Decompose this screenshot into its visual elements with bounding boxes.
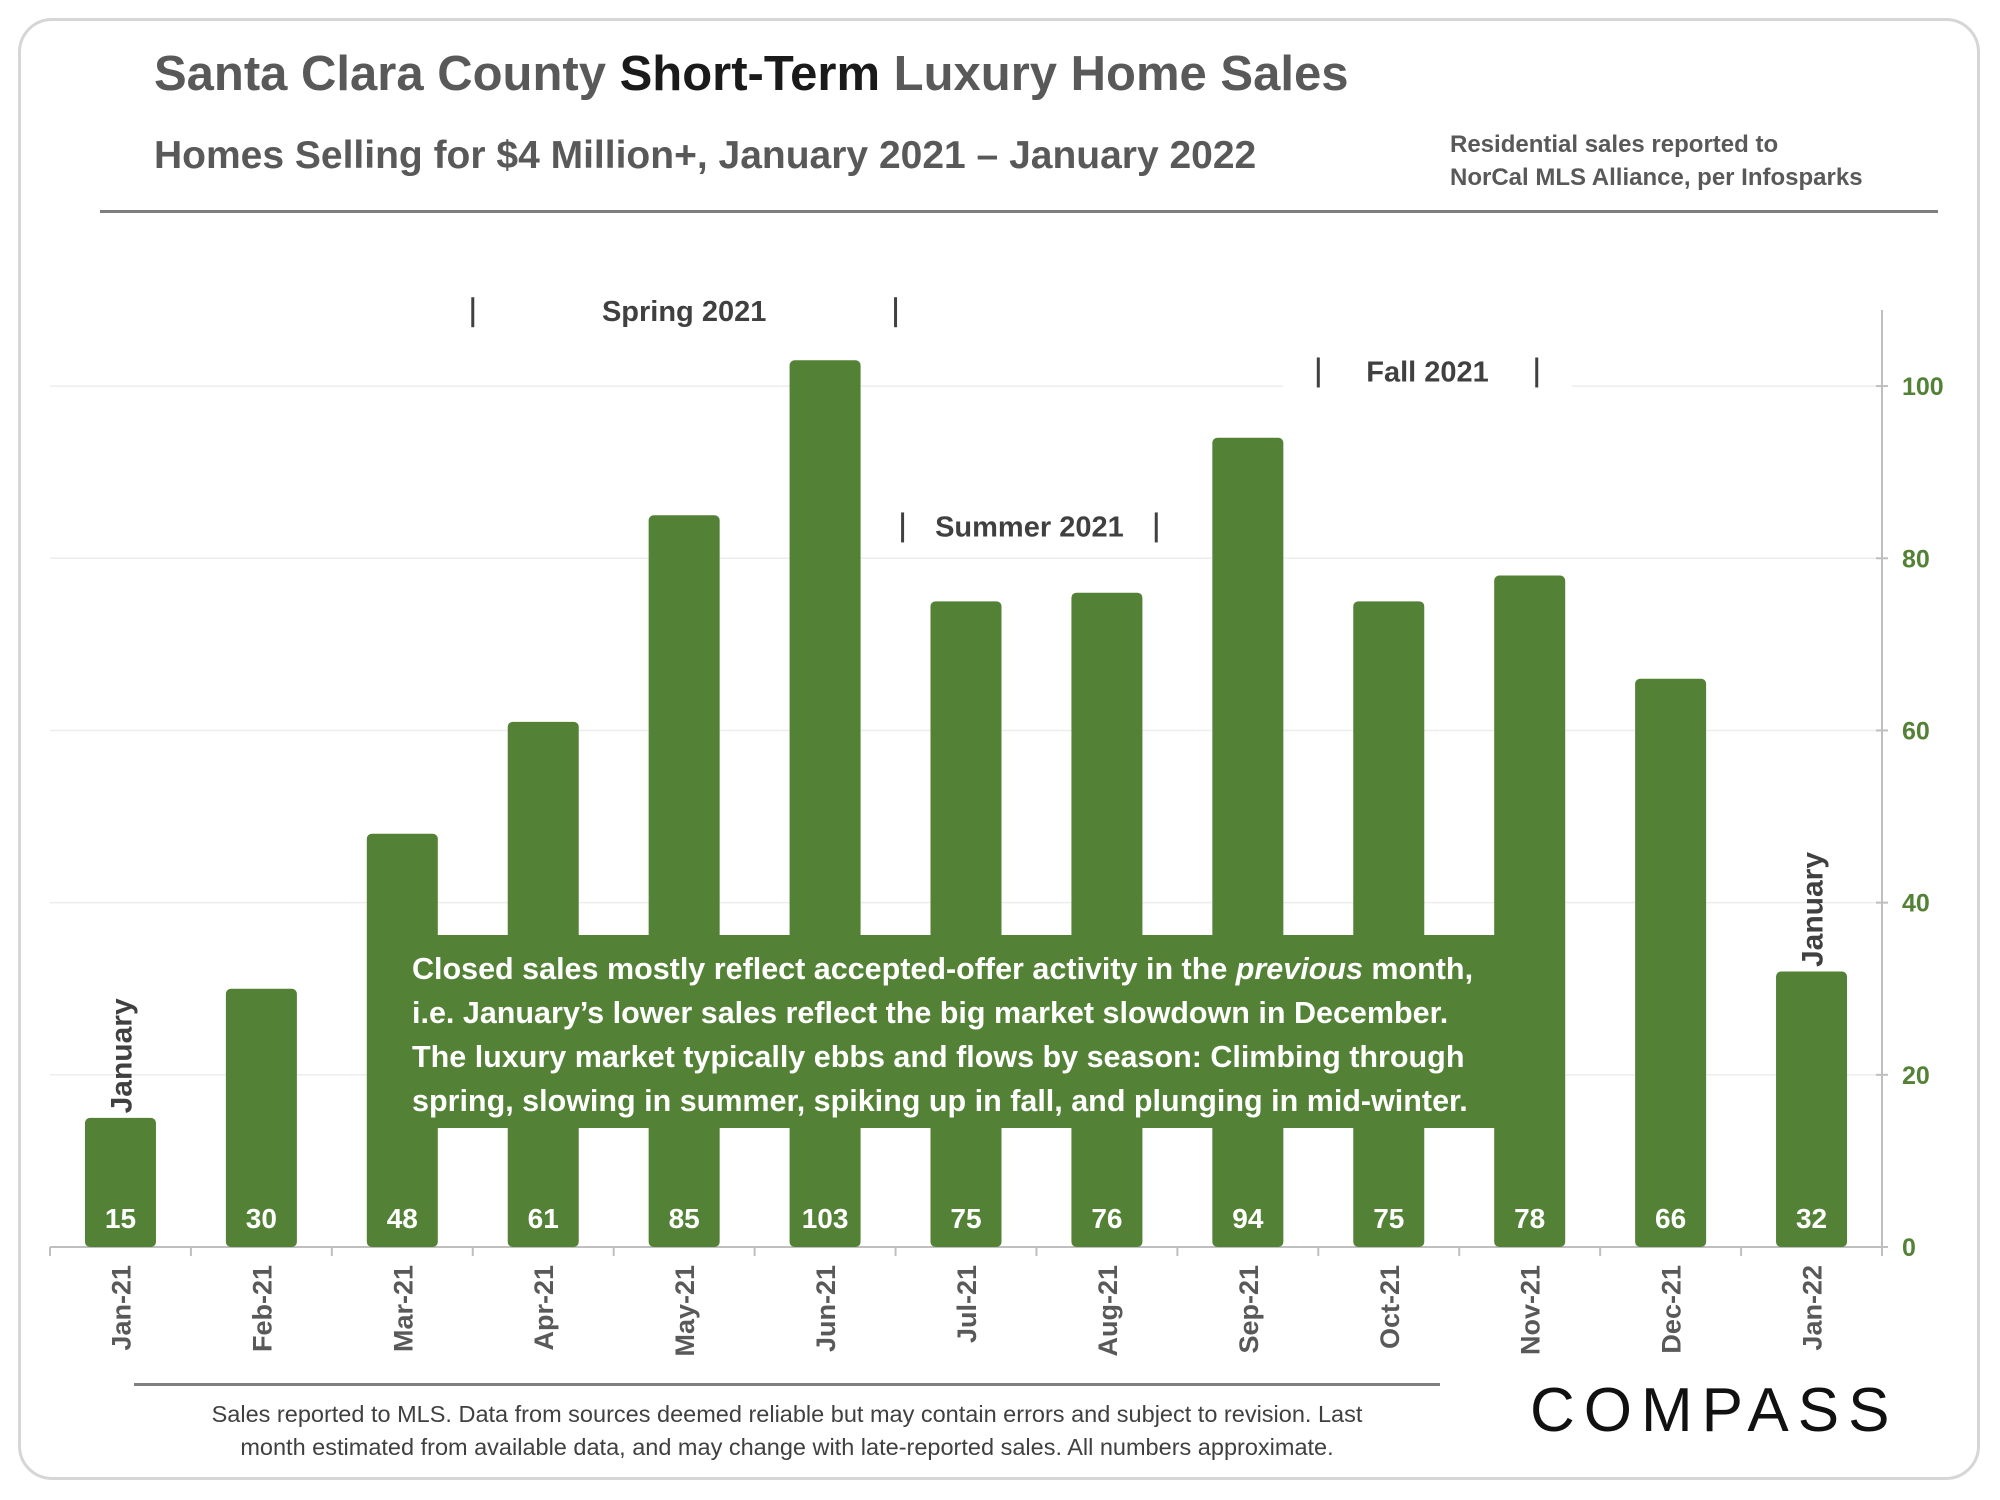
x-tick-label: May-21 [670,1265,700,1357]
bar [1353,601,1425,1247]
footer-divider [134,1383,1440,1386]
compass-logo: COMPASS [1530,1376,1899,1445]
x-tick-label: Jul-21 [952,1265,982,1343]
season-label-bg [1283,351,1572,392]
bar-value-label: 61 [528,1203,559,1234]
chart-subtitle: Homes Selling for $4 Million+, January 2… [154,134,1257,177]
y-tick-label: 100 [1902,373,1944,401]
season-label: Summer 2021 [935,511,1124,543]
bar-side-label: January [1797,852,1830,967]
bar-value-label: 75 [1373,1203,1404,1234]
annotation-line-1-end: month, [1362,952,1474,986]
x-tick-label: Oct-21 [1375,1265,1405,1349]
bar-value-label: 48 [387,1203,418,1234]
season-label-bg [867,506,1192,547]
bar [930,601,1002,1247]
bar-value-label: 66 [1655,1203,1686,1234]
x-tick-label: Mar-21 [388,1265,418,1352]
source-line-1: Residential sales reported to [1450,131,1779,158]
header-divider [100,210,1938,213]
annotation-line-4: spring, slowing in summer, spiking up in… [412,1084,1468,1118]
bar-value-label: 78 [1514,1203,1545,1234]
season-label-bg [437,291,931,332]
title-part-2: Luxury Home Sales [880,47,1349,101]
bar-value-label: 75 [950,1203,981,1234]
x-tick-label: Feb-21 [247,1265,277,1352]
bar [1071,592,1143,1247]
y-tick-label: 40 [1902,890,1930,918]
title-emphasis: Short-Term [619,47,881,101]
annotation-emphasis: previous [1235,952,1363,986]
bar-side-label: January [105,998,138,1113]
bar [84,1117,156,1247]
season-label: Fall 2021 [1366,356,1489,388]
bar-value-label: 103 [802,1203,849,1234]
footnote-line-1: Sales reported to MLS. Data from sources… [211,1401,1363,1427]
x-tick-label: Apr-21 [529,1265,559,1351]
source-note: Residential sales reported to NorCal MLS… [1450,128,1863,194]
bar-value-label: 76 [1091,1203,1122,1234]
y-tick-label: 0 [1902,1234,1916,1262]
x-tick-label: Sep-21 [1234,1265,1264,1354]
x-tick-label: Jun-21 [811,1265,841,1352]
x-tick-label: Jan-22 [1798,1265,1828,1351]
footnote-line-2: month estimated from available data, and… [240,1434,1334,1460]
bar-value-label: 32 [1796,1203,1827,1234]
bar [1776,971,1848,1247]
annotation-box: Closed sales mostly reflect accepted-off… [368,935,1548,1128]
bar-value-label: 94 [1232,1203,1264,1234]
x-tick-label: Nov-21 [1516,1265,1546,1355]
chart-title: Santa Clara County Short-Term Luxury Hom… [154,46,1348,102]
bar [1494,575,1566,1247]
annotation-line-3: The luxury market typically ebbs and flo… [412,1040,1465,1074]
bar-value-label: 15 [105,1203,136,1234]
bar [1635,678,1707,1247]
footnote: Sales reported to MLS. Data from sources… [134,1398,1440,1464]
bar [225,988,297,1247]
title-part-1: Santa Clara County [154,47,620,101]
bar [648,515,720,1247]
annotation-line-2: i.e. January’s lower sales reflect the b… [412,996,1449,1030]
y-tick-label: 80 [1902,545,1930,573]
season-label: Spring 2021 [602,296,766,328]
x-tick-label: Dec-21 [1657,1265,1687,1354]
annotation-line-1-start: Closed sales mostly reflect accepted-off… [412,952,1236,986]
x-tick-label: Aug-21 [1093,1265,1123,1357]
annotation-line-1: Closed sales mostly reflect accepted-off… [412,947,1548,991]
x-tick-label: Jan-21 [106,1265,136,1351]
source-line-2: NorCal MLS Alliance, per Infosparks [1450,164,1863,191]
y-tick-label: 60 [1902,717,1930,745]
bar-value-label: 85 [669,1203,700,1234]
y-tick-label: 20 [1902,1062,1930,1090]
bar-value-label: 30 [246,1203,277,1234]
